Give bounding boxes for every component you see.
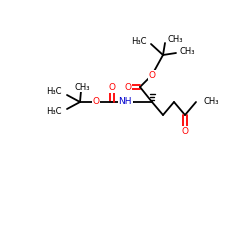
- Text: H₃C: H₃C: [132, 36, 147, 46]
- Text: O: O: [182, 126, 188, 136]
- Text: O: O: [108, 84, 116, 92]
- Text: CH₃: CH₃: [167, 34, 182, 43]
- Text: CH₃: CH₃: [74, 82, 90, 92]
- Text: O: O: [148, 70, 156, 80]
- Text: H₃C: H₃C: [46, 88, 62, 96]
- Text: H₃C: H₃C: [46, 108, 62, 116]
- Text: O: O: [92, 98, 100, 106]
- Text: NH: NH: [118, 98, 132, 106]
- Text: O: O: [124, 82, 132, 92]
- Text: CH₃: CH₃: [204, 98, 220, 106]
- Text: CH₃: CH₃: [180, 48, 196, 56]
